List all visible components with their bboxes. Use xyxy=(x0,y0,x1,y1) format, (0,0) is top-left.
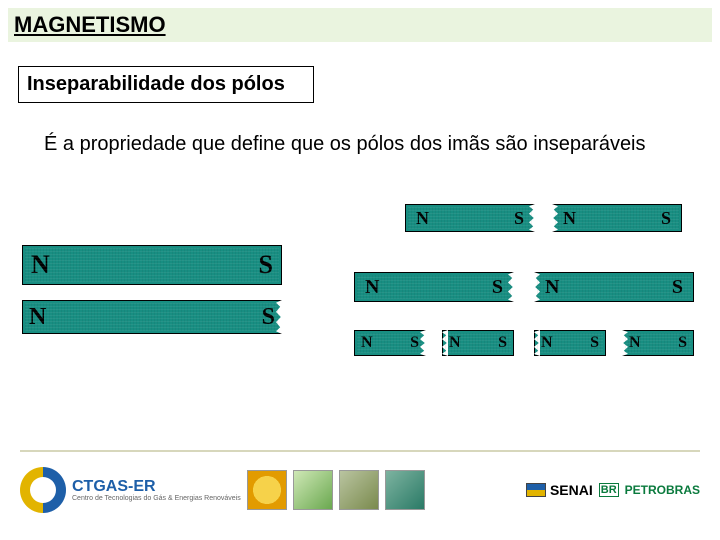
magnet-r1-a: N S xyxy=(405,204,535,232)
ctgas-name: CTGAS-ER xyxy=(72,479,241,495)
footer-divider xyxy=(20,450,700,452)
magnet-large-2: N S xyxy=(22,300,282,334)
footer: CTGAS-ER Centro de Tecnologias do Gás & … xyxy=(20,458,700,522)
ctgas-logo: CTGAS-ER Centro de Tecnologias do Gás & … xyxy=(20,467,241,513)
magnet-r3-d: N S xyxy=(622,330,694,356)
pole-s: S xyxy=(504,208,534,229)
magnet-r2-b: N S xyxy=(534,272,694,302)
page-title: MAGNETISMO xyxy=(14,12,166,38)
slide: MAGNETISMO Inseparabilidade dos pólos É … xyxy=(0,0,720,540)
pole-n: N xyxy=(355,276,389,299)
petrobras-br: BR xyxy=(599,483,619,497)
magnet-r3-c: N S xyxy=(534,330,606,356)
tile-icon-4 xyxy=(385,470,425,510)
pole-n: N xyxy=(355,334,379,352)
magnet-r3-a: N S xyxy=(354,330,426,356)
pole-s: S xyxy=(492,334,513,352)
senai-flag-icon xyxy=(526,483,546,497)
petrobras-logo: BR PETROBRAS xyxy=(599,483,700,497)
senai-word: SENAI xyxy=(550,482,593,498)
body-text: É a propriedade que define que os pólos … xyxy=(44,132,664,157)
title-bar: MAGNETISMO xyxy=(8,8,712,42)
senai-logo: SENAI xyxy=(526,482,593,498)
pole-n: N xyxy=(623,334,647,352)
ctgas-swirl-icon xyxy=(20,467,66,513)
ctgas-tagline: Centro de Tecnologias do Gás & Energias … xyxy=(72,495,241,502)
pole-s: S xyxy=(584,334,605,352)
pole-s: S xyxy=(251,250,281,280)
magnet-r1-b: N S xyxy=(552,204,682,232)
pole-n: N xyxy=(406,208,439,229)
pole-s: S xyxy=(662,276,693,299)
pole-n: N xyxy=(23,250,58,280)
tile-icon-2 xyxy=(293,470,333,510)
pole-s: S xyxy=(651,208,681,229)
ctgas-text: CTGAS-ER Centro de Tecnologias do Gás & … xyxy=(72,479,241,502)
pole-s: S xyxy=(672,334,693,352)
pole-s: S xyxy=(404,334,425,352)
magnet-r2-a: N S xyxy=(354,272,514,302)
petrobras-word: PETROBRAS xyxy=(625,483,700,497)
tile-icon-3 xyxy=(339,470,379,510)
pole-s: S xyxy=(256,304,281,331)
magnet-r3-b: N S xyxy=(442,330,514,356)
magnets-diagram: N S N S N S N S N S N S N S N S xyxy=(0,200,720,460)
tile-icon-1 xyxy=(247,470,287,510)
pole-n: N xyxy=(443,334,467,352)
pole-s: S xyxy=(482,276,513,299)
pole-n: N xyxy=(535,276,569,299)
magnet-large-1: N S xyxy=(22,245,282,285)
pole-n: N xyxy=(535,334,559,352)
subtitle-box: Inseparabilidade dos pólos xyxy=(18,66,314,103)
pole-n: N xyxy=(23,304,52,331)
pole-n: N xyxy=(553,208,586,229)
